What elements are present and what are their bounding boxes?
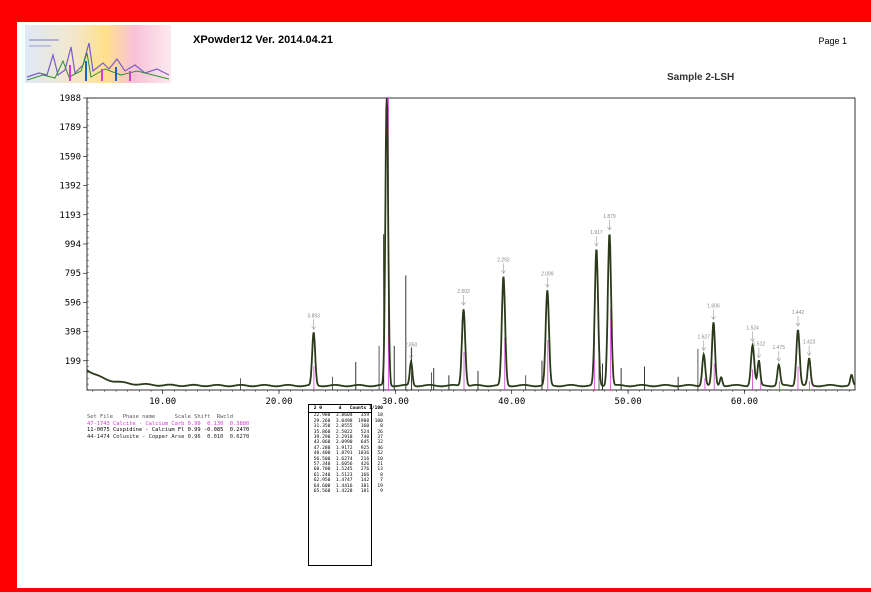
y-tick-label: 1392	[59, 182, 81, 192]
y-tick-label: 199	[65, 357, 81, 367]
x-tick-label: 50.00	[615, 397, 642, 407]
y-tick-label: 596	[65, 298, 81, 308]
peak-arrow-head	[750, 338, 755, 343]
peak-arrow-head	[311, 326, 316, 330]
peak-arrow-head	[408, 355, 414, 360]
y-tick-label: 1988	[59, 94, 81, 104]
y-tick-label: 1193	[59, 211, 81, 221]
peak-arrow-head	[545, 284, 550, 288]
x-tick-label: 20.00	[265, 397, 292, 407]
phase-row-cuspidine: 11-0075 Cuspidine - Calcium Fl 0.99 -0.0…	[87, 427, 250, 434]
peak-arrow-head	[594, 242, 599, 247]
peak-table-row: 31.350 2.8555 160 8	[311, 424, 383, 430]
x-tick-label: 30.00	[382, 397, 409, 407]
peak-label: 2.502	[457, 289, 470, 295]
page-label: Page 1	[818, 36, 847, 46]
peak-table-row: 43.060 2.0990 645 32	[311, 440, 383, 446]
y-tick-label: 398	[65, 328, 81, 338]
diffractogram-chart: 199 398 596 795 994 1193 1392 1590 1789 1988 10.00…	[59, 94, 856, 407]
peak-arrow-head	[756, 354, 762, 359]
peak-arrow-head	[607, 226, 612, 231]
peak-label: 2.292	[497, 257, 510, 263]
peak-table-row: 57.340 1.6056 426 21	[311, 462, 383, 468]
peak-table-row: 60.700 1.5245 276 13	[311, 467, 383, 473]
peak-label: 2.850	[405, 342, 418, 348]
peak-label: 1.627	[697, 334, 710, 340]
peak-arrow-head	[711, 316, 716, 320]
diffraction-profile	[86, 97, 856, 388]
peak-table-header: 2 θ d Counts I/100	[309, 405, 383, 414]
peak-label: 1.442	[792, 310, 805, 316]
peak-arrow-head	[795, 322, 801, 327]
peak-label: 1.423	[803, 339, 816, 345]
peak-table-row: 48.400 1.8791 1036 52	[311, 451, 383, 457]
logo-graphic	[26, 39, 170, 81]
peak-table-row: 62.950 1.4747 142 7	[311, 478, 383, 484]
phase-row-colusite: 44-1474 Colusite - Copper Arse 0.96 0.01…	[87, 433, 250, 440]
peak-table-row: 65.560 1.4228 181 9	[311, 489, 383, 495]
peak-label: 1.475	[773, 345, 786, 351]
peak-arrow-head	[776, 357, 782, 362]
peak-arrow-head	[461, 301, 466, 306]
y-tick-label: 1590	[59, 152, 81, 162]
peak-table-row: 64.600 1.4416 381 19	[311, 483, 383, 489]
y-tick-label: 994	[65, 240, 81, 250]
peak-arrow-head	[806, 352, 812, 356]
xpowder-logo	[25, 25, 171, 83]
peak-label: 1.879	[603, 214, 616, 220]
peak-label: 3.893	[307, 313, 320, 319]
peak-label: 1.917	[590, 230, 603, 236]
peak-table-row: 22.980 3.8604 359 18	[311, 413, 383, 419]
peak-table-row: 29.260 3.0498 1988 100	[311, 418, 383, 424]
phase-row-calcite: 47-1743 Calcite - Calcium Carb 0.99 0.13…	[87, 420, 250, 427]
app-title: XPowder12 Ver. 2014.04.21	[193, 34, 334, 46]
y-tick-label: 1789	[59, 123, 81, 133]
peak-table-row: 61.240 1.5123 166 8	[311, 472, 383, 478]
peak-table-row: 56.500 1.6274 216 10	[311, 456, 383, 462]
x-tick-label: 40.00	[498, 397, 525, 407]
x-tick-label: 10.00	[149, 397, 176, 407]
peak-arrow-head	[501, 270, 506, 274]
peak-table-row: 39.290 2.2918 740 37	[311, 435, 383, 441]
sample-title: Sample 2-LSH	[667, 72, 735, 83]
peak-label: 1.524	[746, 325, 759, 331]
phase-table: Set File Phase name Scale Shift Rwcld 47…	[87, 414, 249, 440]
peak-table-row: 35.860 2.5022 524 26	[311, 429, 383, 435]
phase-table-header: Set File Phase name Scale Shift Rwcld	[87, 414, 234, 420]
peak-arrow-head	[701, 347, 706, 351]
peak-label: 1.606	[707, 303, 720, 309]
peak-table-row: 47.280 1.9172 925 46	[311, 445, 383, 451]
y-tick-label: 795	[65, 269, 81, 279]
plot-frame	[86, 97, 856, 391]
peak-table: 2 θ d Counts I/100 22.980 3.8604 359 18 …	[308, 404, 383, 566]
peak-label: 1.512	[753, 342, 766, 348]
peak-label: 2.099	[541, 271, 554, 277]
report-sheet: XPowder12 Ver. 2014.04.21 Page 1 Sample …	[17, 22, 871, 588]
x-tick-label: 60.00	[731, 397, 758, 407]
